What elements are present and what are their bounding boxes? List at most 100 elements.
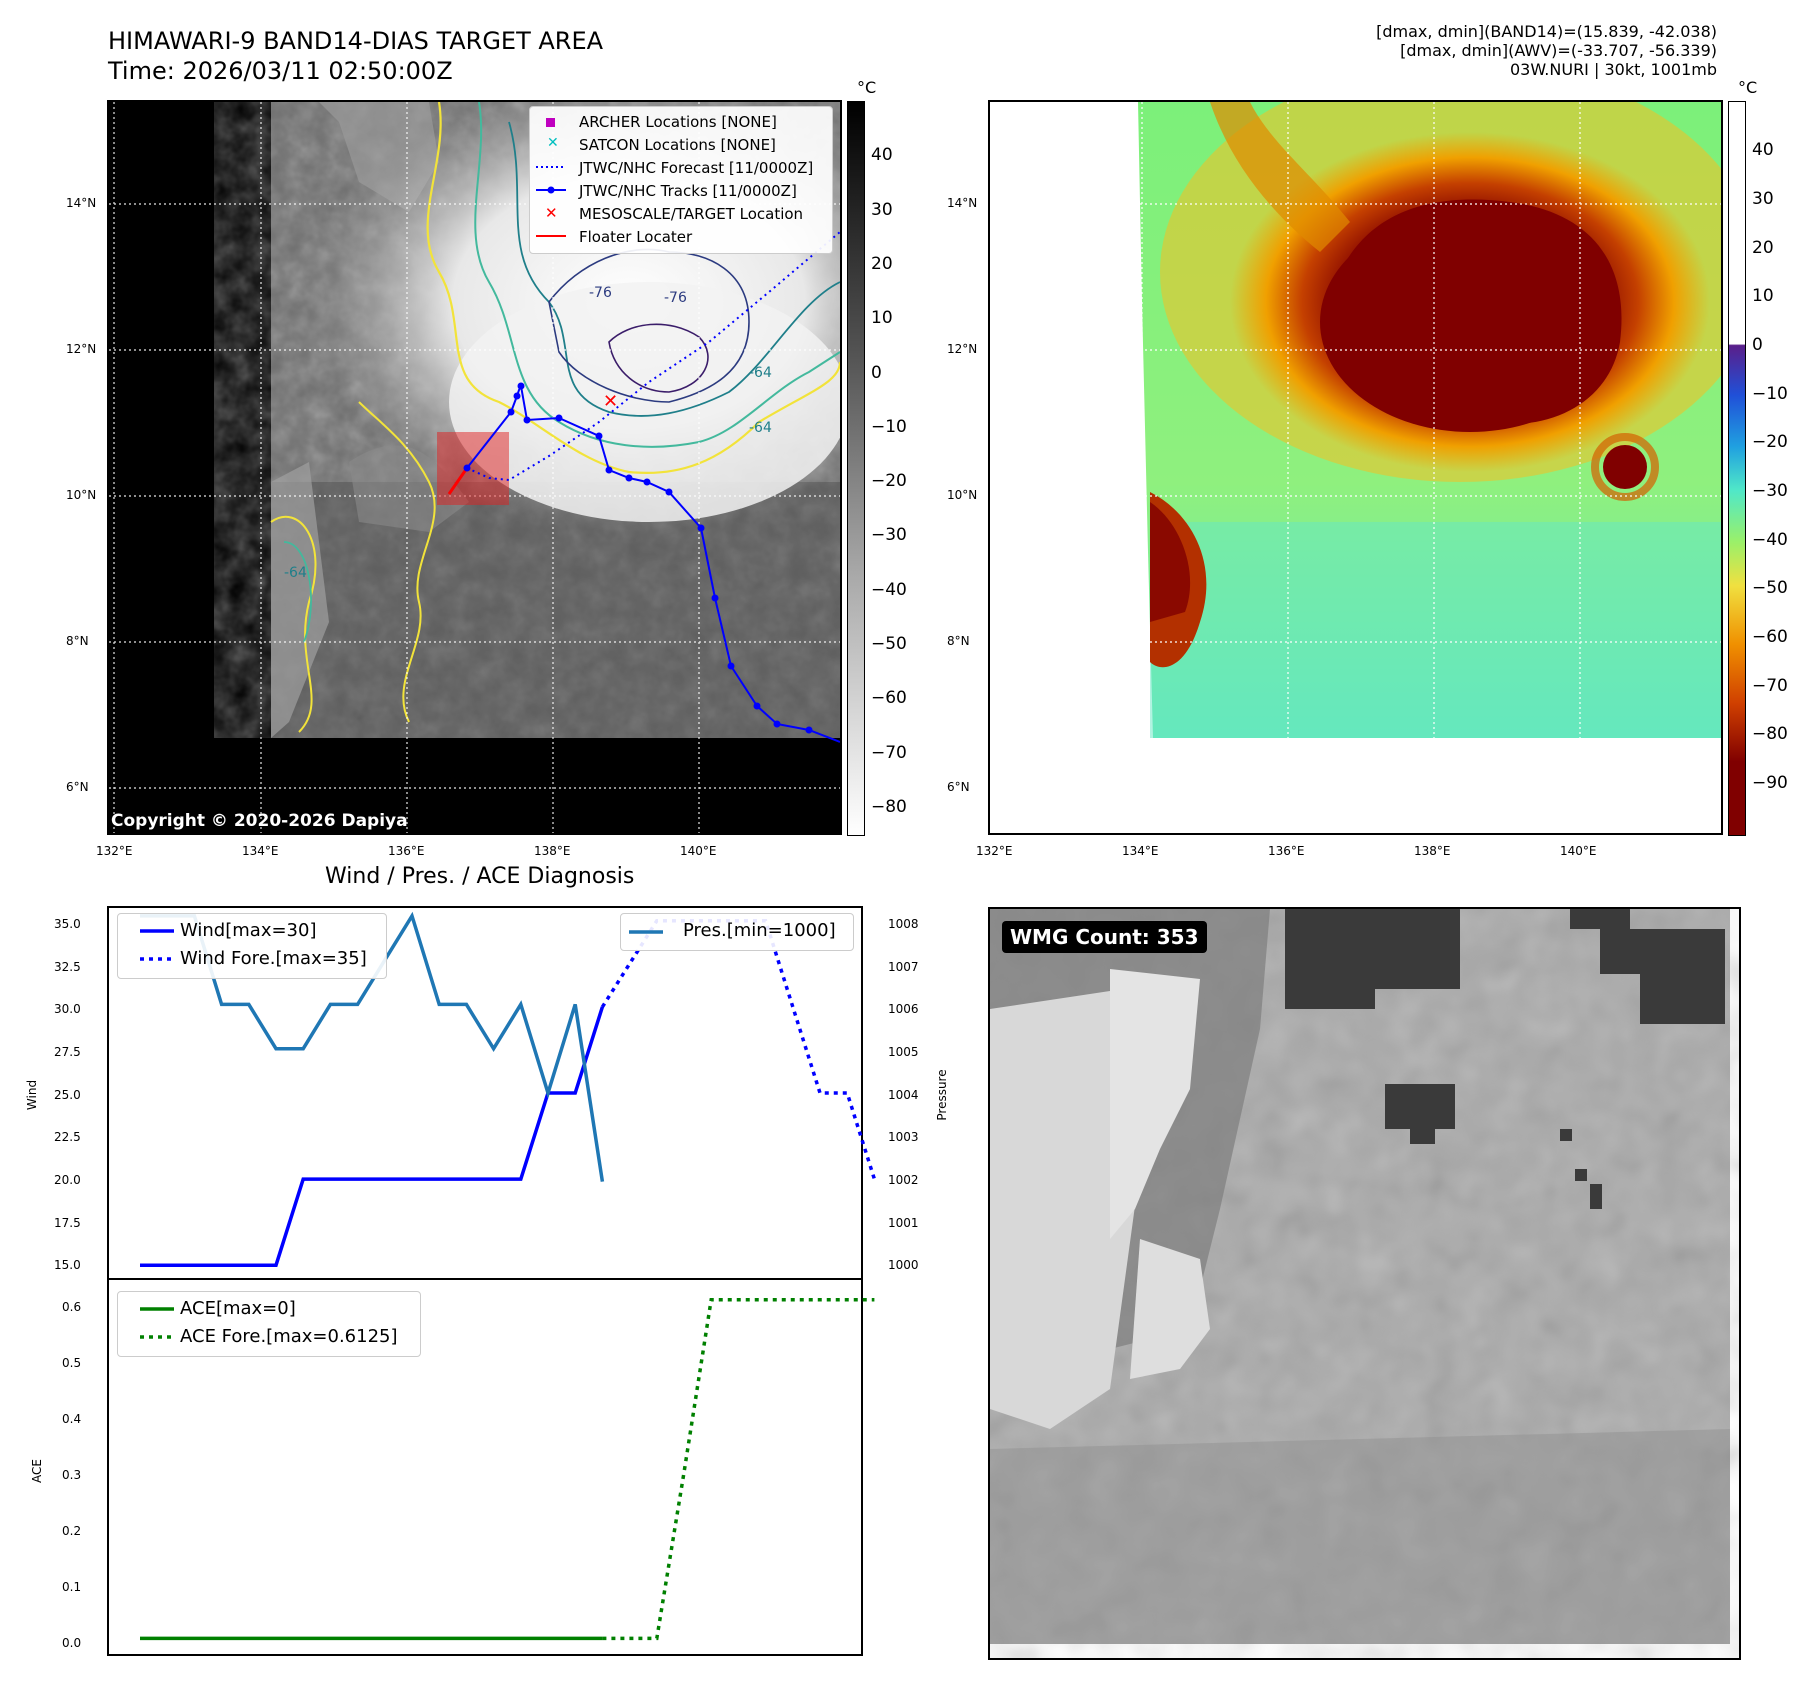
wmg-count-label: WMG Count: 353 bbox=[1002, 921, 1207, 953]
contour-label-64a: -64 bbox=[749, 365, 772, 381]
cbl-tick-6: −20 bbox=[871, 471, 907, 491]
cbl-tick-2: 20 bbox=[871, 254, 893, 274]
legend-tracks: JTWC/NHC Tracks [11/0000Z] bbox=[579, 182, 797, 200]
pres-ytick-4: 1004 bbox=[888, 1088, 919, 1102]
legend-satcon: SATCON Locations [NONE] bbox=[579, 136, 776, 154]
ace-ytick-3: 0.3 bbox=[62, 1468, 82, 1482]
pres-ytick-3: 1005 bbox=[888, 1045, 919, 1059]
lon-label-132e: 132°E bbox=[96, 844, 133, 858]
awv-lat-12n: 12°N bbox=[947, 342, 978, 356]
lon-label-134e: 134°E bbox=[242, 844, 279, 858]
dmax-band14: [dmax, dmin](BAND14)=(15.839, -42.038) bbox=[1376, 22, 1717, 41]
awv-lat-6n: 6°N bbox=[947, 780, 970, 794]
lat-label-14n: 14°N bbox=[66, 196, 97, 210]
ace-panel-frame bbox=[107, 1278, 863, 1656]
cbl-tick-1: 30 bbox=[871, 200, 893, 220]
cbl-tick-11: −70 bbox=[871, 743, 907, 763]
colorbar-left-unit: °C bbox=[857, 78, 877, 97]
cbr-tick-13: −90 bbox=[1752, 773, 1788, 793]
colorbar-right-unit: °C bbox=[1738, 78, 1758, 97]
wind-ytick-1: 32.5 bbox=[54, 960, 81, 974]
wind-ytick-6: 20.0 bbox=[54, 1173, 81, 1187]
lat-label-6n: 6°N bbox=[66, 780, 89, 794]
wmg-image bbox=[990, 909, 1730, 1644]
svg-text:✕: ✕ bbox=[547, 135, 559, 151]
cbr-tick-10: −60 bbox=[1752, 627, 1788, 647]
lat-label-12n: 12°N bbox=[66, 342, 97, 356]
wind-series-2 bbox=[140, 911, 605, 1182]
wind-ytick-8: 15.0 bbox=[54, 1258, 81, 1272]
legend-wind-fore: Wind Fore.[max=35] bbox=[180, 948, 367, 969]
svg-text:✕: ✕ bbox=[545, 204, 558, 222]
cbr-tick-9: −50 bbox=[1752, 578, 1788, 598]
contour-label-64c: -64 bbox=[284, 565, 307, 581]
lat-label-10n: 10°N bbox=[66, 488, 97, 502]
pres-ytick-5: 1003 bbox=[888, 1130, 919, 1144]
legend-pres: Pres.[min=1000] bbox=[683, 920, 836, 941]
header-right-info: [dmax, dmin](BAND14)=(15.839, -42.038) [… bbox=[1376, 22, 1717, 79]
lon-label-140e: 140°E bbox=[680, 844, 717, 858]
cbl-tick-8: −40 bbox=[871, 580, 907, 600]
cbr-tick-8: −40 bbox=[1752, 530, 1788, 550]
ace-ytick-1: 0.5 bbox=[62, 1356, 82, 1370]
contour-label-64b: -64 bbox=[749, 420, 772, 436]
cbr-tick-3: 10 bbox=[1752, 286, 1774, 306]
lat-label-8n: 8°N bbox=[66, 634, 89, 648]
pres-ytick-8: 1000 bbox=[888, 1258, 919, 1272]
map-title-line2: Time: 2026/03/11 02:50:00Z bbox=[108, 57, 453, 85]
pressure-legend: Pres.[min=1000] bbox=[620, 913, 854, 951]
awv-lat-10n: 10°N bbox=[947, 488, 978, 502]
contour-label-76b: -76 bbox=[664, 290, 687, 306]
ace-ytick-0: 0.6 bbox=[62, 1300, 82, 1314]
cbl-tick-9: −50 bbox=[871, 634, 907, 654]
pres-ytick-1: 1007 bbox=[888, 960, 919, 974]
awv-map-image bbox=[990, 102, 1721, 833]
cbl-tick-5: −10 bbox=[871, 417, 907, 437]
ace-series-1 bbox=[602, 1297, 875, 1641]
map-legend: ✕ ✕ ARCHER Locations [NONE] SATCON Locat… bbox=[529, 106, 833, 254]
diagnosis-title: Wind / Pres. / ACE Diagnosis bbox=[325, 864, 635, 889]
cbr-tick-0: 40 bbox=[1752, 140, 1774, 160]
awv-map-panel bbox=[988, 100, 1723, 835]
contour-label-76a: -76 bbox=[589, 285, 612, 301]
wind-series-0 bbox=[140, 1006, 605, 1267]
map-title-line1: HIMAWARI-9 BAND14-DIAS TARGET AREA bbox=[108, 27, 604, 55]
cbr-tick-2: 20 bbox=[1752, 238, 1774, 258]
awv-lon-138e: 138°E bbox=[1414, 844, 1451, 858]
wind-ytick-7: 17.5 bbox=[54, 1216, 81, 1230]
awv-lon-136e: 136°E bbox=[1268, 844, 1305, 858]
jtwc-track-points bbox=[463, 382, 813, 734]
lon-label-136e: 136°E bbox=[388, 844, 425, 858]
floater-locater-line bbox=[447, 467, 469, 495]
dmax-awv: [dmax, dmin](AWV)=(-33.707, -56.339) bbox=[1400, 41, 1717, 60]
target-location-marker: ✕ bbox=[603, 391, 618, 412]
awv-lat-14n: 14°N bbox=[947, 196, 978, 210]
colorbar-right bbox=[1728, 101, 1746, 836]
floater-box bbox=[437, 432, 509, 505]
wind-ytick-2: 30.0 bbox=[54, 1002, 81, 1016]
lon-label-138e: 138°E bbox=[534, 844, 571, 858]
cbr-tick-6: −20 bbox=[1752, 432, 1788, 452]
cbr-tick-4: 0 bbox=[1752, 335, 1763, 355]
jtwc-forecast-line bbox=[466, 231, 840, 482]
cbr-tick-1: 30 bbox=[1752, 189, 1774, 209]
awv-lon-140e: 140°E bbox=[1560, 844, 1597, 858]
legend-forecast: JTWC/NHC Forecast [11/0000Z] bbox=[579, 159, 814, 177]
ace-legend: ACE[max=0] ACE Fore.[max=0.6125] bbox=[117, 1291, 421, 1357]
cbr-tick-7: −30 bbox=[1752, 481, 1788, 501]
copyright-text: Copyright © 2020-2026 Dapiya bbox=[111, 811, 408, 831]
pres-ytick-6: 1002 bbox=[888, 1173, 919, 1187]
legend-archer: ARCHER Locations [NONE] bbox=[579, 113, 777, 131]
legend-ace: ACE[max=0] bbox=[180, 1298, 296, 1319]
storm-info: 03W.NURI | 30kt, 1001mb bbox=[1509, 60, 1717, 79]
cbl-tick-10: −60 bbox=[871, 688, 907, 708]
cbl-tick-7: −30 bbox=[871, 525, 907, 545]
legend-target: MESOSCALE/TARGET Location bbox=[579, 205, 804, 223]
ace-ytick-4: 0.2 bbox=[62, 1524, 82, 1538]
cbl-tick-3: 10 bbox=[871, 308, 893, 328]
awv-lat-8n: 8°N bbox=[947, 634, 970, 648]
ace-ytick-6: 0.0 bbox=[62, 1636, 82, 1650]
ace-ylabel: ACE bbox=[30, 1459, 44, 1483]
wind-ytick-5: 22.5 bbox=[54, 1130, 81, 1144]
cbl-tick-12: −80 bbox=[871, 797, 907, 817]
